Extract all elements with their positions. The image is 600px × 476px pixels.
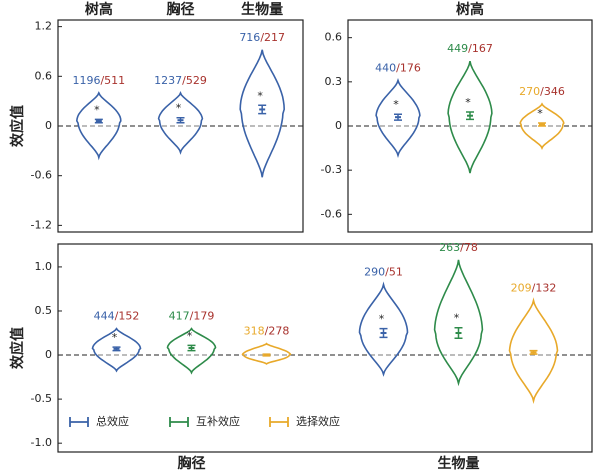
- count-label: 449/167: [447, 42, 493, 55]
- count-first: 263: [439, 241, 460, 254]
- count-second: /511: [100, 74, 125, 87]
- violin: [433, 259, 484, 387]
- y-tick-label: -0.6: [321, 207, 342, 220]
- y-tick-label: 0: [45, 119, 52, 132]
- category-label: 胸径: [167, 1, 195, 18]
- y-tick-label: 0.5: [35, 304, 53, 317]
- count-label: 209/132: [511, 281, 557, 294]
- significance-star: *: [393, 98, 399, 111]
- category-label: 生物量: [438, 455, 480, 472]
- count-second: /179: [190, 310, 215, 323]
- count-label: 417/179: [169, 310, 215, 323]
- violin: [75, 91, 122, 161]
- y-tick-label: -1.0: [31, 436, 52, 449]
- count-first: 716: [239, 31, 260, 44]
- y-tick-label: 0.3: [325, 75, 343, 88]
- y-axis-label: 效应值: [9, 105, 26, 147]
- count-second: /132: [532, 281, 557, 294]
- y-tick-label: 1.0: [35, 260, 53, 273]
- y-tick-label: -1.2: [31, 218, 52, 231]
- count-second: /217: [260, 31, 285, 44]
- count-first: 440: [375, 61, 396, 74]
- count-second: /346: [540, 85, 565, 98]
- count-first: 444: [94, 310, 115, 323]
- category-label: 树高: [456, 1, 484, 18]
- count-first: 209: [511, 281, 532, 294]
- significance-star: *: [176, 102, 182, 115]
- panel-frame: [57, 243, 593, 453]
- count-first: 270: [519, 85, 540, 98]
- count-label: 263/78: [439, 241, 478, 254]
- count-second: /152: [115, 310, 140, 323]
- count-label: 270/346: [519, 85, 565, 98]
- significance-star: *: [454, 312, 460, 325]
- count-first: 417: [169, 310, 190, 323]
- count-label: 1196/511: [72, 74, 125, 87]
- y-tick-label: 0: [335, 119, 342, 132]
- count-label: 318/278: [244, 325, 290, 338]
- count-second: /167: [468, 42, 493, 55]
- y-tick-label: -0.5: [31, 392, 52, 405]
- count-label: 290/51: [364, 266, 403, 279]
- y-axis-label: 效应值: [9, 327, 26, 369]
- legend-marker: [69, 417, 89, 427]
- y-tick-label: -0.3: [321, 163, 342, 176]
- significance-star: *: [537, 107, 543, 120]
- legend-marker: [269, 417, 289, 427]
- count-label: 716/217: [239, 31, 285, 44]
- category-label: 胸径: [178, 455, 206, 472]
- y-tick-label: 0: [45, 348, 52, 361]
- significance-star: *: [187, 329, 193, 342]
- y-tick-label: 1.2: [35, 20, 53, 33]
- count-second: /529: [182, 74, 207, 87]
- category-label: 树高: [85, 1, 113, 18]
- count-label: 444/152: [94, 310, 140, 323]
- count-first: 290: [364, 266, 385, 279]
- legend-label: 选择效应: [296, 414, 340, 428]
- y-tick-label: -0.6: [31, 169, 52, 182]
- count-second: /176: [396, 61, 421, 74]
- count-second: /278: [265, 325, 290, 338]
- significance-star: *: [94, 103, 100, 116]
- count-second: /51: [385, 266, 403, 279]
- count-first: 318: [244, 325, 265, 338]
- count-first: 1237: [154, 74, 182, 87]
- legend-marker: [169, 417, 189, 427]
- count-label: 1237/529: [154, 74, 207, 87]
- category-label: 生物量: [241, 1, 283, 18]
- y-tick-label: 0.6: [35, 69, 53, 82]
- count-first: 1196: [72, 74, 100, 87]
- count-second: /78: [460, 241, 478, 254]
- significance-star: *: [379, 313, 385, 326]
- legend-label: 互补效应: [196, 414, 240, 428]
- significance-star: *: [257, 89, 263, 102]
- significance-star: *: [465, 96, 471, 109]
- significance-star: *: [112, 331, 118, 344]
- legend-label: 总效应: [96, 414, 129, 428]
- count-first: 449: [447, 42, 468, 55]
- y-tick-label: 0.6: [325, 31, 343, 44]
- count-label: 440/176: [375, 61, 421, 74]
